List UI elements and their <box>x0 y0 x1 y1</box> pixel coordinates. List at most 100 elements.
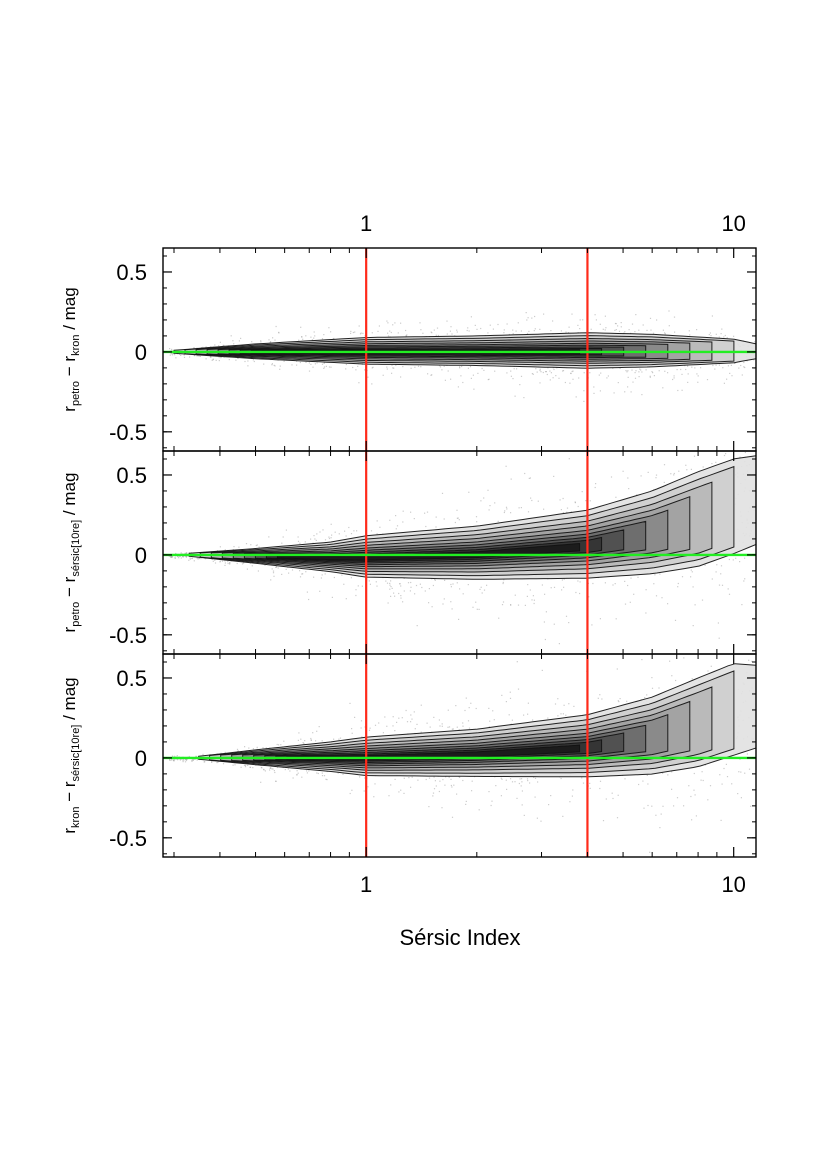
data-point <box>478 809 480 811</box>
data-point <box>718 364 720 366</box>
data-point <box>718 637 720 639</box>
data-point <box>605 327 607 329</box>
y-axis-title-part: r <box>60 828 79 834</box>
data-point <box>477 372 479 374</box>
data-point <box>479 588 481 590</box>
data-point <box>229 563 231 565</box>
data-point <box>345 535 347 537</box>
data-point <box>197 758 199 760</box>
data-point <box>562 713 564 715</box>
data-point <box>276 766 279 769</box>
data-point <box>723 767 725 770</box>
data-point <box>635 370 637 372</box>
data-point <box>617 794 619 796</box>
data-point <box>451 816 454 818</box>
data-point <box>599 618 601 620</box>
data-point <box>638 371 640 373</box>
data-point <box>563 578 565 580</box>
data-point <box>277 567 279 569</box>
data-point <box>534 777 537 779</box>
data-point <box>590 328 592 330</box>
data-point <box>600 372 602 374</box>
data-point <box>180 354 182 356</box>
data-point <box>655 477 657 479</box>
data-point <box>707 670 709 672</box>
data-point <box>357 585 359 587</box>
data-point <box>360 332 362 334</box>
data-point <box>488 378 490 380</box>
data-point <box>312 366 314 368</box>
data-point <box>589 500 591 502</box>
data-point <box>585 500 587 502</box>
data-point <box>591 624 593 626</box>
data-point <box>183 759 185 761</box>
data-point <box>627 370 629 372</box>
data-point <box>735 557 737 559</box>
data-point <box>489 324 491 326</box>
data-point <box>230 335 232 337</box>
data-point <box>710 335 712 337</box>
data-point <box>631 369 633 371</box>
data-point <box>386 320 388 322</box>
data-point <box>191 760 193 762</box>
data-point <box>297 739 299 741</box>
data-point <box>517 688 520 690</box>
data-point <box>458 519 460 521</box>
data-point <box>543 508 545 510</box>
data-point <box>470 377 472 379</box>
data-point <box>193 560 195 562</box>
data-point <box>368 580 370 582</box>
data-point <box>328 327 330 329</box>
data-point <box>262 747 264 749</box>
data-point <box>390 580 392 582</box>
data-point <box>530 497 532 499</box>
data-point <box>579 581 581 583</box>
data-point <box>456 331 458 333</box>
data-point <box>456 517 458 519</box>
data-point <box>458 618 460 620</box>
data-point <box>390 586 392 588</box>
data-point <box>570 372 572 374</box>
data-point <box>544 638 546 641</box>
data-point <box>461 365 463 368</box>
data-point <box>416 625 418 627</box>
y-axis-title-subscript: petro <box>70 602 82 627</box>
data-point <box>189 557 191 559</box>
data-point <box>730 364 732 366</box>
data-point <box>663 481 665 483</box>
data-point <box>306 591 308 593</box>
data-point <box>362 332 364 334</box>
data-point <box>540 371 542 373</box>
data-point <box>562 370 565 372</box>
data-point <box>410 721 412 723</box>
data-point <box>561 589 563 591</box>
data-point <box>488 726 490 728</box>
data-point <box>415 584 418 587</box>
data-point <box>579 319 581 321</box>
data-point <box>674 619 677 621</box>
data-point <box>539 368 541 370</box>
data-point <box>372 366 374 368</box>
data-point <box>690 468 692 470</box>
data-point <box>495 785 497 787</box>
data-point <box>539 382 541 384</box>
data-point <box>646 694 648 696</box>
data-point <box>421 586 423 589</box>
data-point <box>268 339 270 341</box>
data-point <box>391 364 393 366</box>
y-axis-title: rpetro − rsérsic[10re] / mag <box>60 473 82 633</box>
data-point <box>649 851 651 853</box>
data-point <box>301 573 303 575</box>
data-point <box>410 586 412 588</box>
data-point <box>462 725 464 727</box>
data-point <box>178 353 181 355</box>
data-point <box>748 768 751 770</box>
data-point <box>269 341 271 343</box>
data-point <box>487 489 489 491</box>
data-point <box>734 362 736 364</box>
data-point <box>339 737 342 739</box>
data-point <box>315 539 317 541</box>
data-point <box>176 758 178 760</box>
data-point <box>325 365 327 367</box>
data-point <box>692 625 694 627</box>
